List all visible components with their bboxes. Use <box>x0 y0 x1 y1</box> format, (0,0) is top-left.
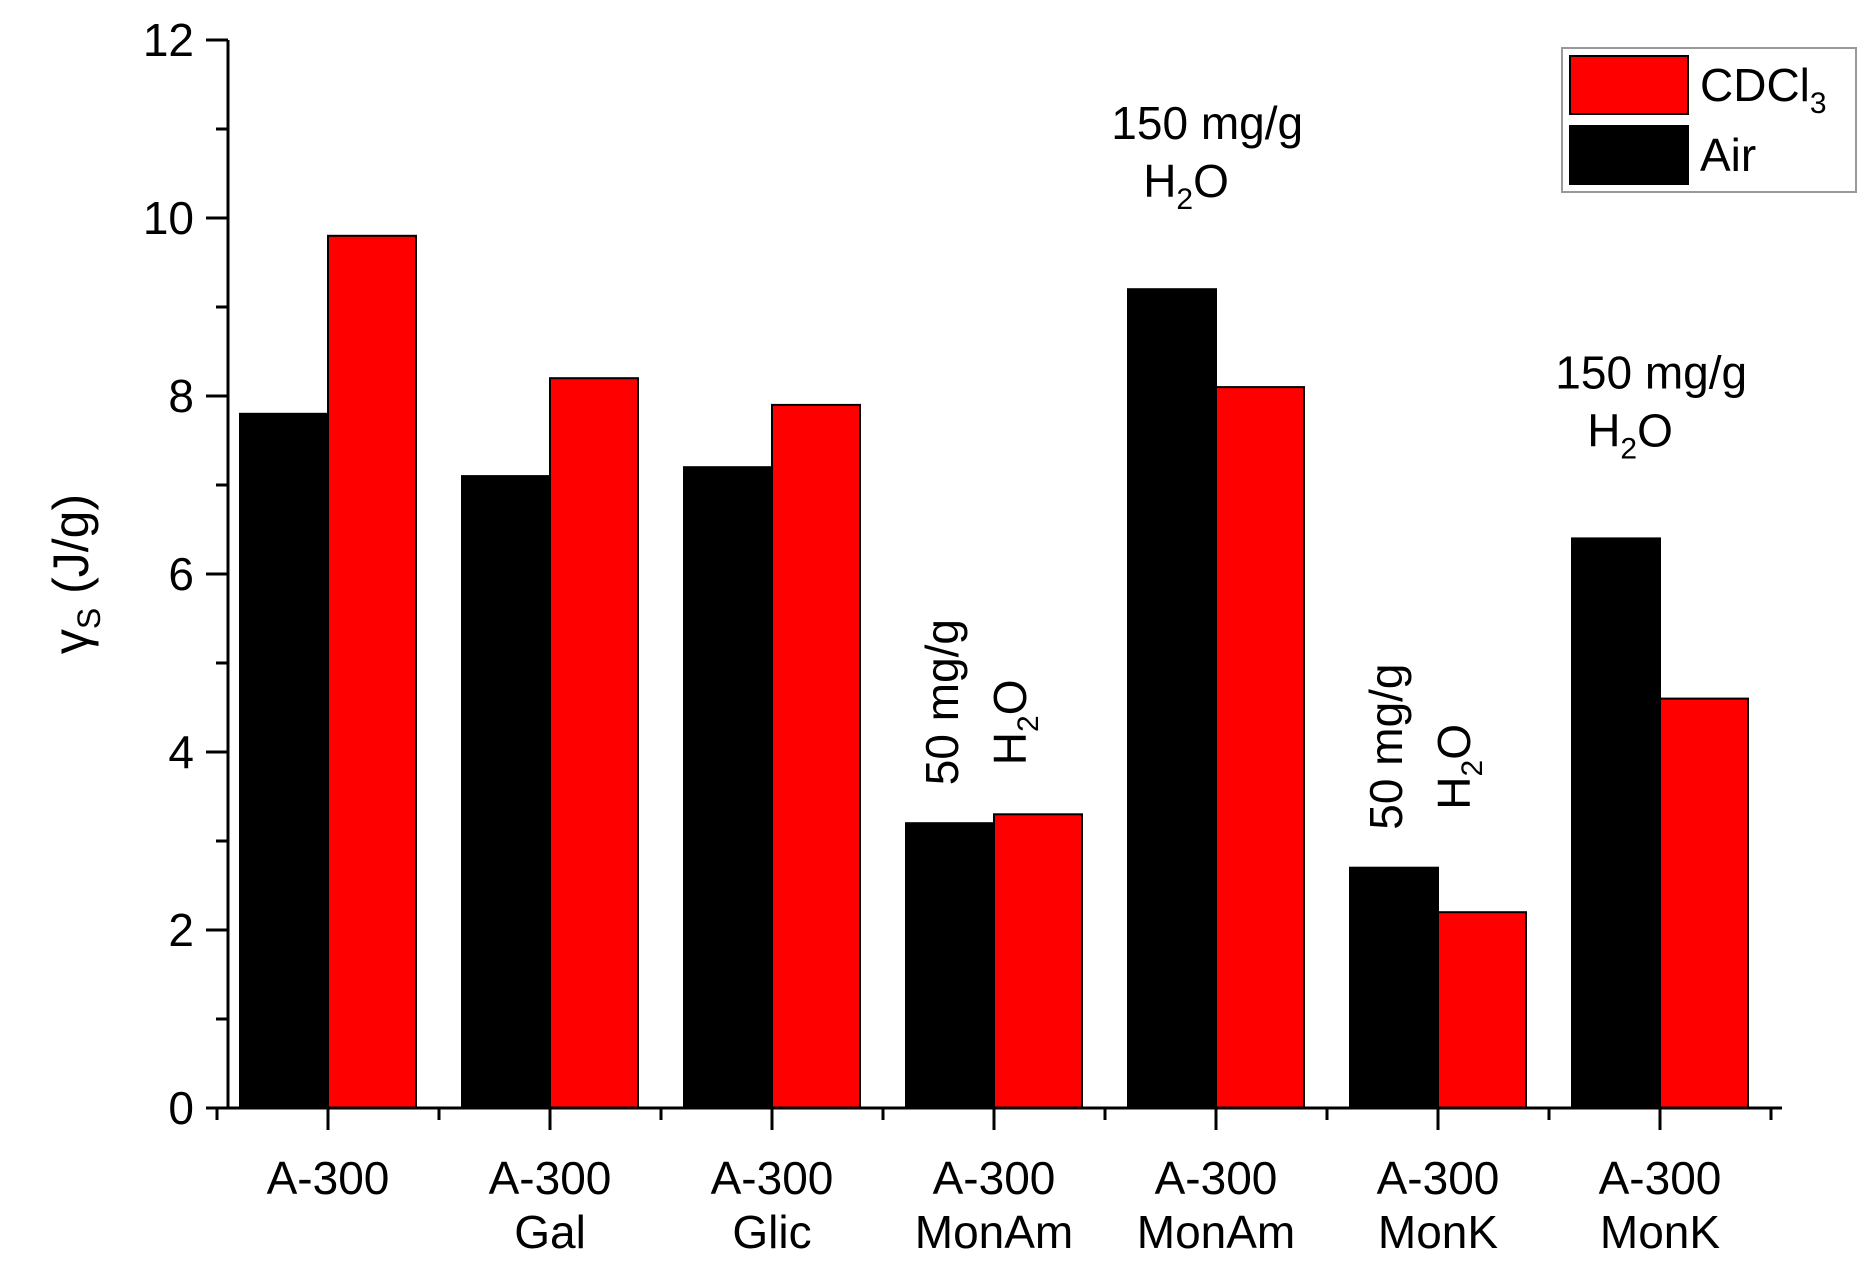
annotation-amount: 150 mg/g <box>1555 346 1747 398</box>
category-label-line1: A-300 <box>933 1152 1056 1204</box>
y-axis-title: γS (J/g) <box>43 494 107 654</box>
category-label-line2: MonAm <box>915 1206 1073 1258</box>
annotation-water: H2O <box>984 679 1045 765</box>
y-tick-label: 10 <box>143 192 194 244</box>
y-tick-label: 2 <box>168 904 194 956</box>
annotation-amount: 50 mg/g <box>1360 663 1412 829</box>
category-label-line1: A-300 <box>711 1152 834 1204</box>
legend-label: Air <box>1700 129 1756 181</box>
bar-air-5 <box>1349 866 1439 1110</box>
y-tick-label: 4 <box>168 726 194 778</box>
axes <box>206 38 1782 1130</box>
category-label-line2: MonK <box>1378 1206 1498 1258</box>
y-tick-label: 6 <box>168 548 194 600</box>
annotation-water: H2O <box>1143 155 1229 216</box>
bar-cdcl-2 <box>771 403 861 1109</box>
bar-air-4 <box>1127 288 1217 1109</box>
annotation-amount: 150 mg/g <box>1111 97 1303 149</box>
legend-swatch-cdcl <box>1569 55 1689 115</box>
bar-cdcl-4 <box>1215 386 1305 1110</box>
category-label-line2: Gal <box>514 1206 586 1258</box>
bar-air-2 <box>683 466 773 1109</box>
category-label-line2: MonK <box>1600 1206 1720 1258</box>
bar-air-3 <box>905 822 995 1109</box>
legend-swatch-air <box>1569 125 1689 185</box>
bar-air-0 <box>239 412 329 1109</box>
category-label-line1: A-300 <box>267 1152 390 1204</box>
y-tick-label: 12 <box>143 14 194 66</box>
annotation-amount: 50 mg/g <box>916 619 968 785</box>
bar-cdcl-0 <box>327 234 417 1110</box>
bar-air-6 <box>1571 537 1661 1109</box>
annotation-water: H2O <box>1428 724 1489 810</box>
bar-air-1 <box>461 475 551 1110</box>
bar-cdcl-3 <box>993 813 1083 1109</box>
bars <box>239 234 1749 1110</box>
category-label-line1: A-300 <box>1377 1152 1500 1204</box>
category-label-line1: A-300 <box>489 1152 612 1204</box>
bar-cdcl-1 <box>549 377 639 1109</box>
category-label-line1: A-300 <box>1599 1152 1722 1204</box>
bar-cdcl-6 <box>1659 697 1749 1109</box>
category-label-line2: Glic <box>732 1206 811 1258</box>
y-tick-label: 8 <box>168 370 194 422</box>
y-tick-label: 0 <box>168 1082 194 1134</box>
category-label-line1: A-300 <box>1155 1152 1278 1204</box>
category-label-line2: MonAm <box>1137 1206 1295 1258</box>
annotation-water: H2O <box>1587 404 1673 465</box>
legend: CDCl3 Air <box>1561 47 1857 193</box>
legend-label: CDCl3 <box>1700 59 1827 120</box>
bar-cdcl-5 <box>1437 911 1527 1110</box>
